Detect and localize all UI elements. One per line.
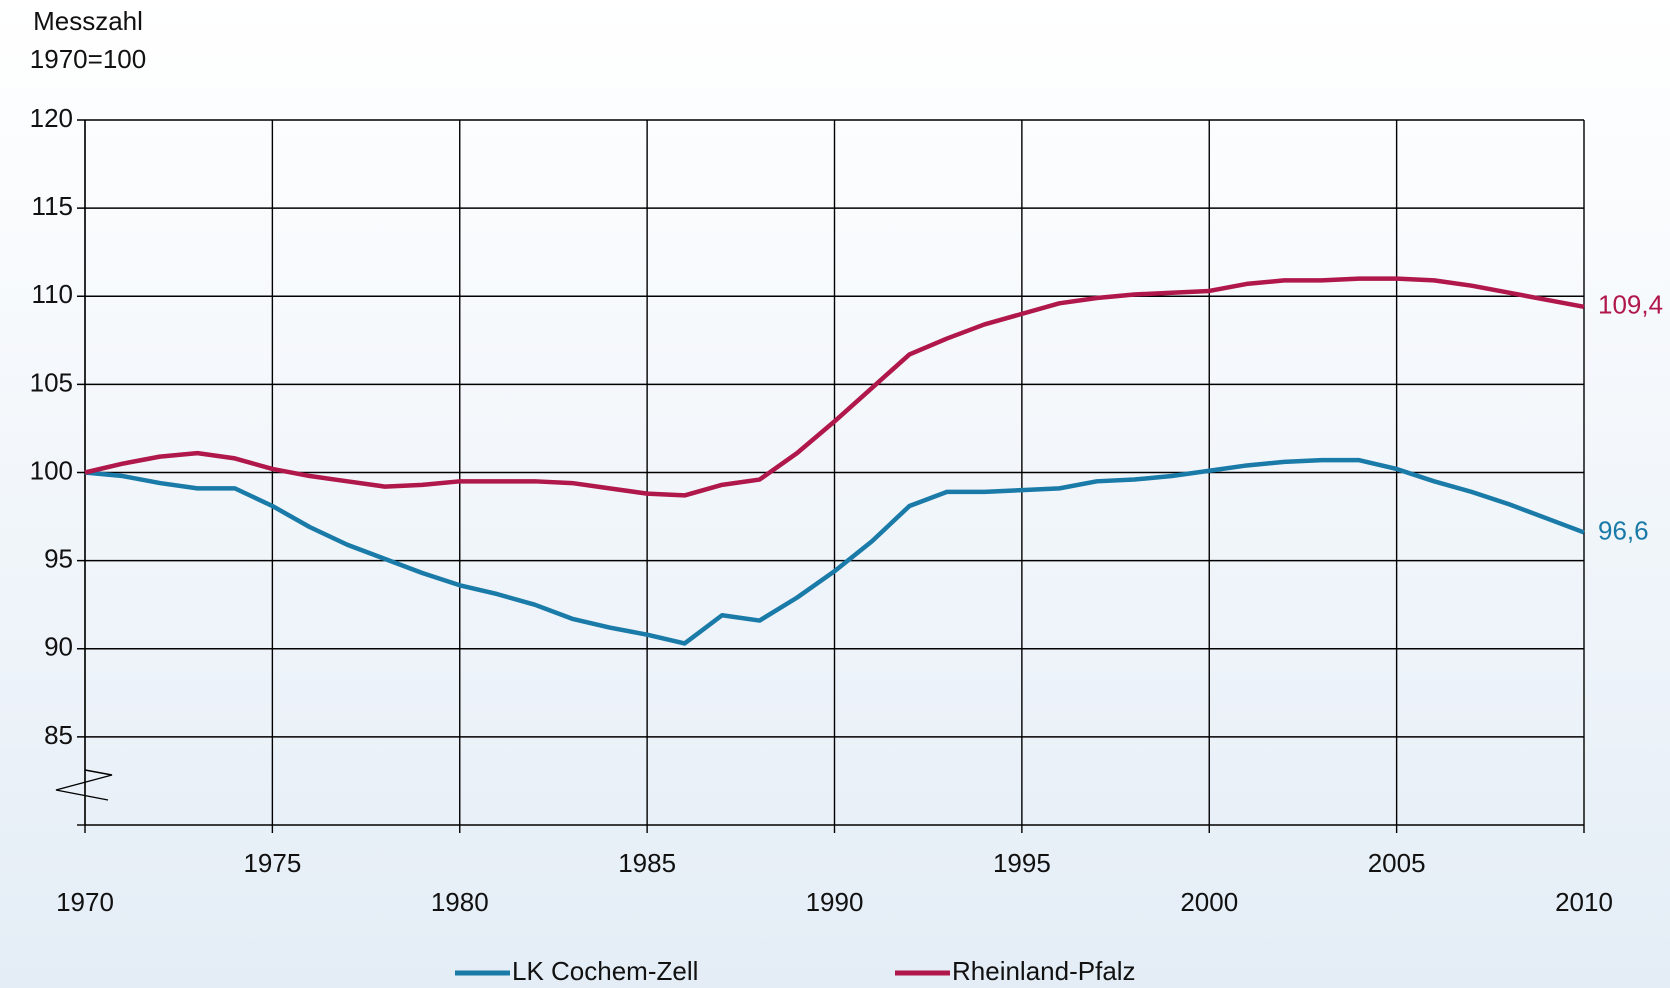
x-tick-label: 2005 xyxy=(1368,848,1426,878)
x-tick-label: 1990 xyxy=(806,887,864,917)
y-tick-label: 85 xyxy=(44,720,73,750)
x-tick-label: 1995 xyxy=(993,848,1051,878)
legend-label: Rheinland-Pfalz xyxy=(952,956,1136,986)
y-axis-label: 1970=100 xyxy=(30,44,146,74)
end-label: 96,6 xyxy=(1598,515,1649,545)
x-tick-label: 1975 xyxy=(243,848,301,878)
x-tick-label: 1985 xyxy=(618,848,676,878)
y-axis-label: Messzahl xyxy=(33,6,143,36)
legend-label: LK Cochem-Zell xyxy=(512,956,698,986)
y-tick-label: 90 xyxy=(44,632,73,662)
x-tick-label: 1970 xyxy=(56,887,114,917)
line xyxy=(84,276,1585,498)
line xyxy=(84,457,1585,646)
y-tick-label: 110 xyxy=(32,279,73,309)
y-tick-label: 115 xyxy=(32,191,73,221)
x-tick-label: 2010 xyxy=(1555,887,1613,917)
y-tick-label: 120 xyxy=(30,103,73,133)
y-tick-label: 100 xyxy=(30,455,73,485)
y-tick-label: 105 xyxy=(30,367,73,397)
x-tick-label: 2000 xyxy=(1180,887,1238,917)
axis-break xyxy=(55,769,113,801)
end-label: 109,4 xyxy=(1598,290,1663,320)
y-tick-label: 95 xyxy=(44,544,73,574)
x-tick-label: 1980 xyxy=(431,887,489,917)
